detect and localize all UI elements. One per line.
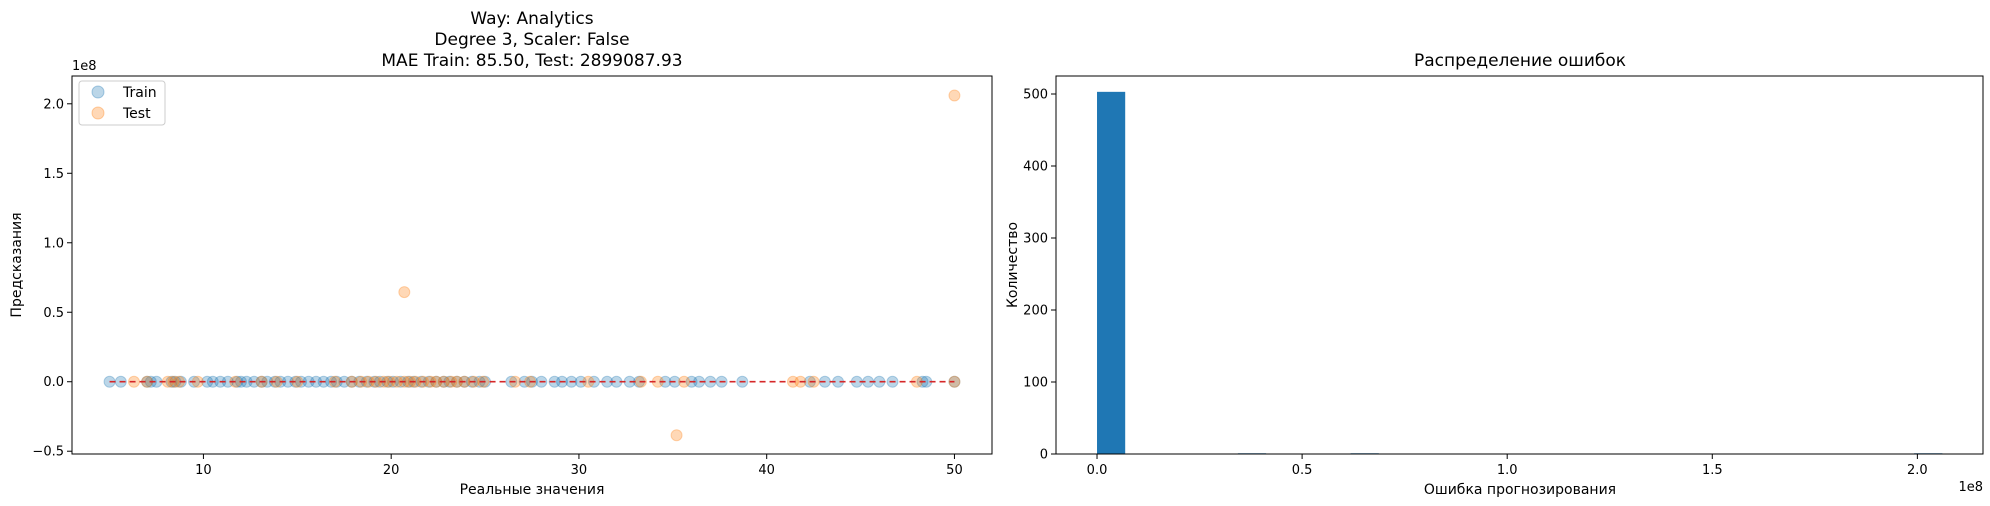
histogram-x-tick-label: 0.0	[1087, 463, 1108, 478]
scatter-y-tick-label: 2.0	[43, 97, 64, 112]
histogram-x-tick-label: 1.5	[1702, 463, 1723, 478]
legend-marker-train	[91, 85, 105, 99]
scatter-plot-frame	[71, 75, 993, 455]
histogram-y-tick-label: 100	[1023, 376, 1048, 391]
scatter-y-tick-label: 1.5	[43, 167, 64, 182]
legend-marker-test	[91, 106, 105, 120]
histogram-y-tick-label: 200	[1023, 304, 1048, 319]
scatter-marks	[103, 89, 961, 442]
scatter-chart: Way: Analytics Degree 3, Scaler: False M…	[9, 9, 993, 498]
histogram-bars	[1097, 91, 1943, 455]
scatter-x-tick-label: 10	[195, 463, 212, 478]
histogram-y-tick-label: 300	[1023, 232, 1048, 247]
histogram-bar	[1097, 91, 1126, 454]
scatter-y-tick-label: 1.0	[43, 236, 64, 251]
scatter-x-tick-label: 20	[383, 463, 400, 478]
scatter-x-axis-label: Реальные значения	[460, 482, 605, 498]
histogram-title: Распределение ошибок	[1414, 51, 1626, 71]
histogram-y-axis-label: Количество	[1005, 222, 1021, 308]
scatter-legend: Train Test	[78, 80, 166, 126]
histogram-plot-frame	[1055, 75, 1984, 455]
scatter-x-tick-label: 50	[946, 463, 963, 478]
scatter-ticks: 10 20 30 40 50 −0.5 0.0 0.5 1.0 1.5 2.0	[32, 97, 962, 478]
scatter-point-test	[670, 429, 683, 442]
legend-label-train: Train	[122, 85, 157, 101]
histogram-x-axis-label: Ошибка прогнозирования	[1424, 482, 1616, 498]
histogram-y-tick-label: 0	[1040, 448, 1048, 463]
scatter-title-line-1: Way: Analytics	[470, 9, 593, 29]
scatter-y-tick-label: 0.0	[43, 375, 64, 390]
scatter-title-line-3: MAE Train: 85.50, Test: 2899087.93	[381, 51, 682, 71]
scatter-x-tick-label: 30	[571, 463, 588, 478]
scatter-point-test	[398, 286, 411, 299]
scatter-x-tick-label: 40	[758, 463, 775, 478]
scatter-y-tick-label: 0.5	[43, 306, 64, 321]
histogram-y-tick-label: 400	[1023, 160, 1048, 175]
scatter-y-offset-label: 1e8	[72, 59, 97, 74]
histogram-x-tick-label: 1.0	[1497, 463, 1518, 478]
legend-box	[78, 80, 166, 126]
scatter-y-tick-label: −0.5	[32, 445, 64, 460]
scatter-y-axis-label: Предсказания	[9, 212, 25, 317]
scatter-point-test	[948, 89, 961, 102]
scatter-title-line-2: Degree 3, Scaler: False	[434, 30, 629, 50]
histogram-x-tick-label: 0.5	[1292, 463, 1313, 478]
histogram-ticks: 0.0 0.5 1.0 1.5 2.0 0 100 200 300 400 500	[1023, 88, 1928, 479]
legend-label-test: Test	[122, 106, 151, 122]
histogram-x-offset-label: 1e8	[1958, 480, 1983, 495]
histogram-x-tick-label: 2.0	[1907, 463, 1928, 478]
histogram-chart: Распределение ошибок 0.0 0.5 1.0 1.5 2.0 0 100…	[1005, 51, 1984, 498]
histogram-y-tick-label: 500	[1023, 88, 1048, 103]
